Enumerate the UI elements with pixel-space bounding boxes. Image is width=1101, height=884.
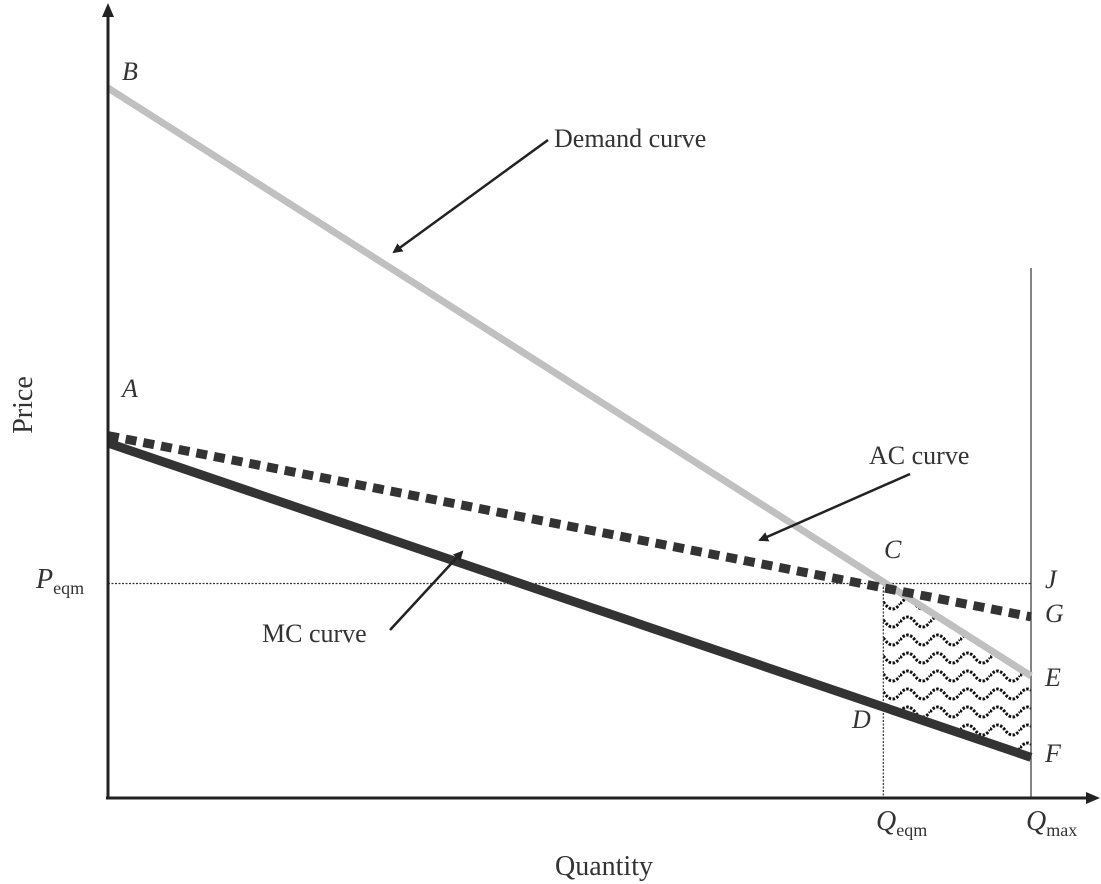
annotation-ac-curve: AC curve xyxy=(869,441,969,470)
ac-curve-line xyxy=(107,431,1032,622)
point-label-e: E xyxy=(1044,663,1061,692)
y-axis-title: Price xyxy=(8,376,39,434)
demand-curve-line xyxy=(106,85,1033,679)
annotation-demand-curve: Demand curve xyxy=(554,124,706,153)
annotation-mc-arrow xyxy=(389,550,464,631)
point-label-a: A xyxy=(120,374,138,403)
p-eqm-tick-label: Peqm xyxy=(35,564,84,598)
x-axis-title: Quantity xyxy=(555,851,653,882)
shaded-region xyxy=(883,583,1031,758)
point-label-d: D xyxy=(851,705,871,734)
q-max-tick-label: Qmax xyxy=(1026,806,1077,840)
annotation-demand-arrow xyxy=(392,138,549,254)
annotation-ac-arrow xyxy=(758,472,911,542)
point-label-j: J xyxy=(1045,565,1058,594)
q-eqm-tick-label: Qeqm xyxy=(876,806,927,840)
point-label-c: C xyxy=(884,535,902,564)
mc-curve-line xyxy=(106,438,1033,762)
point-label-f: F xyxy=(1044,739,1062,768)
point-label-g: G xyxy=(1045,599,1064,628)
annotation-mc-curve: MC curve xyxy=(262,619,367,648)
point-label-b: B xyxy=(122,57,138,86)
